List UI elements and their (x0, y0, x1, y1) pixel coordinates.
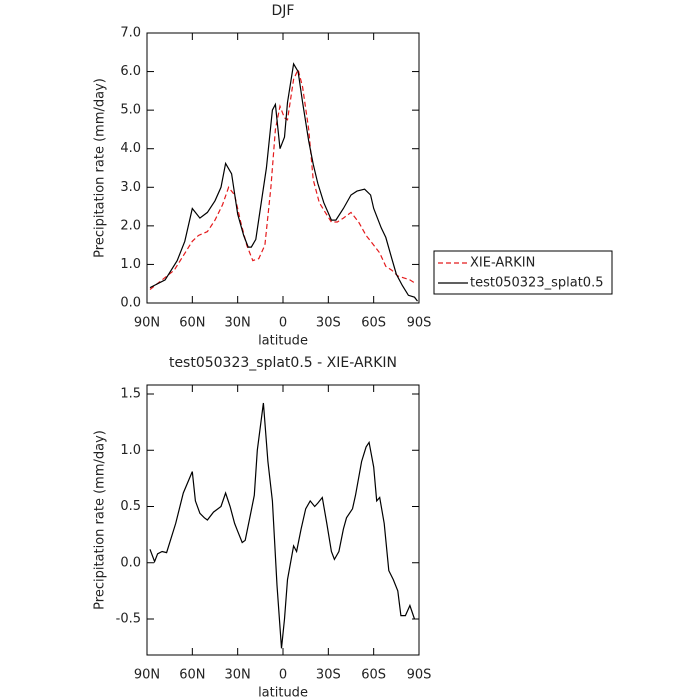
x-tick-label: 0 (279, 668, 287, 683)
legend-box (433, 250, 613, 295)
x-tick-label: 30N (225, 668, 251, 683)
y-tick-label: 0.5 (120, 499, 141, 514)
x-axis-label: latitude (258, 686, 308, 700)
plot-frame (146, 384, 420, 656)
y-tick-label: 6.0 (120, 64, 141, 79)
y-tick-label: -0.5 (116, 612, 141, 627)
legend-label: test050323_splat0.5 (470, 276, 603, 291)
x-tick-label: 90N (134, 668, 160, 683)
y-tick-label: 1.0 (120, 257, 141, 272)
y-tick-label: 0.0 (120, 296, 141, 311)
y-tick-label: 7.0 (120, 26, 141, 41)
x-tick-label: 90S (407, 316, 432, 331)
x-tick-label: 30S (316, 316, 341, 331)
y-axis-label: Precipitation rate (mm/day) (93, 430, 108, 610)
y-tick-label: 1.0 (120, 443, 141, 458)
x-tick-label: 60S (361, 668, 386, 683)
data-line (149, 62, 418, 302)
x-tick-label: 30S (316, 668, 341, 683)
data-line (149, 402, 416, 649)
chart-title: test050323_splat0.5 - XIE-ARKIN (169, 355, 397, 371)
y-tick-label: 2.0 (120, 218, 141, 233)
x-tick-label: 30N (225, 316, 251, 331)
x-tick-label: 60N (179, 668, 205, 683)
x-tick-label: 90S (407, 668, 432, 683)
y-tick-label: 3.0 (120, 180, 141, 195)
x-tick-label: 60N (179, 316, 205, 331)
y-tick-label: 0.0 (120, 555, 141, 570)
y-tick-label: 5.0 (120, 103, 141, 118)
y-axis-label: Precipitation rate (mm/day) (93, 78, 108, 258)
x-tick-label: 60S (361, 316, 386, 331)
x-tick-label: 90N (134, 316, 160, 331)
x-tick-label: 0 (279, 316, 287, 331)
chart-title: DJF (272, 3, 295, 19)
plot-frame (146, 32, 420, 304)
x-axis-label: latitude (258, 334, 308, 349)
data-line (149, 67, 417, 290)
y-tick-label: 1.5 (120, 387, 141, 402)
y-tick-label: 4.0 (120, 141, 141, 156)
legend-label: XIE-ARKIN (470, 256, 535, 271)
